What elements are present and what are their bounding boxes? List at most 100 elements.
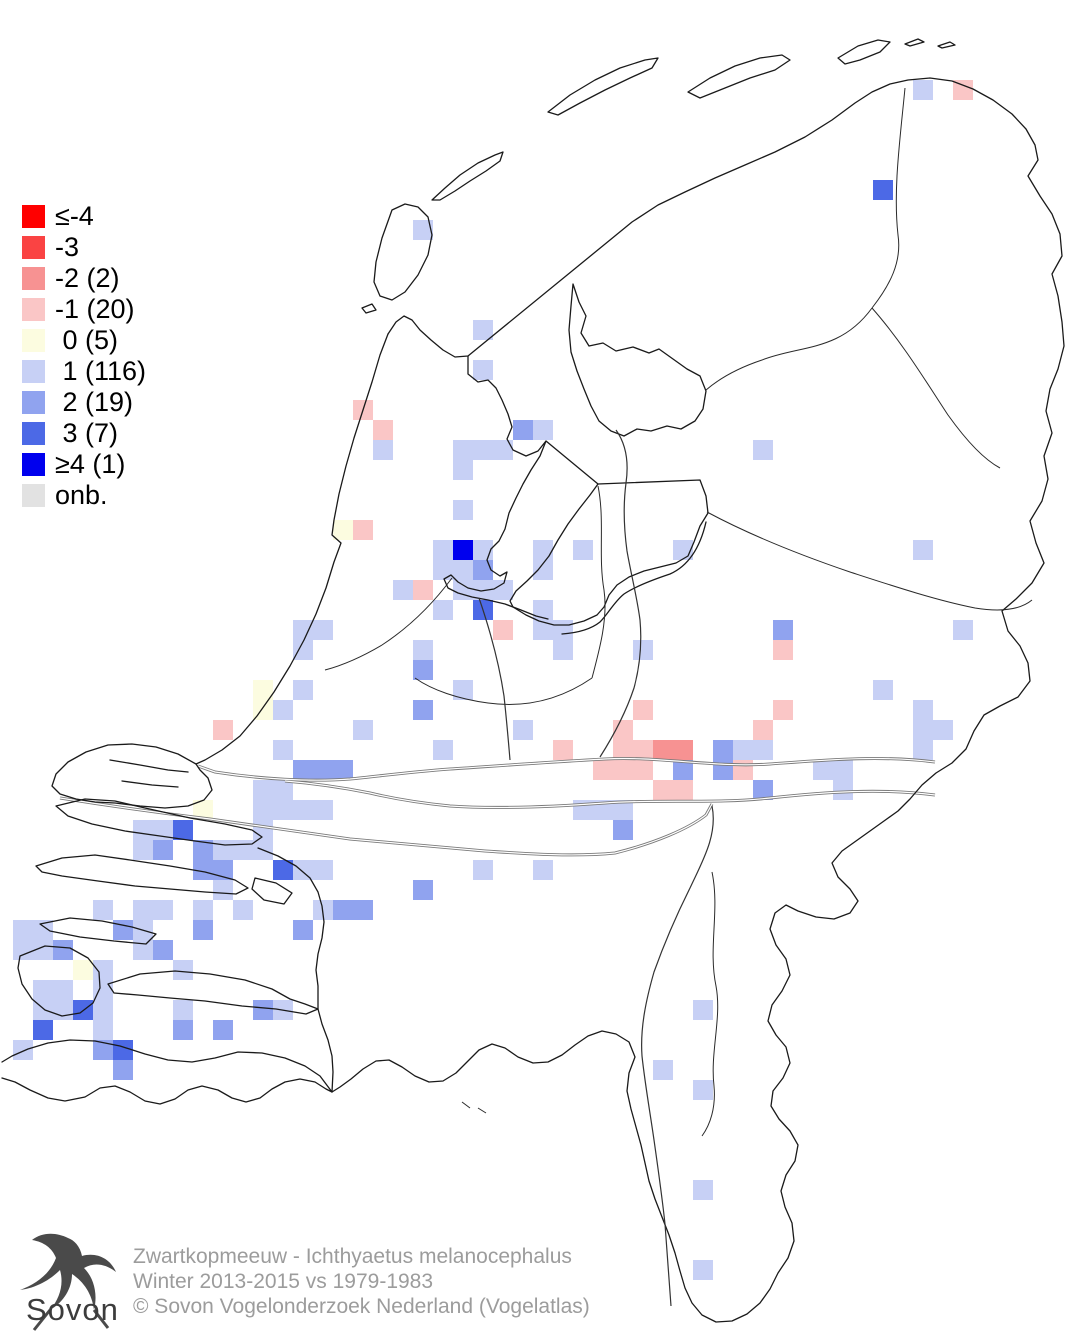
grid-cells-layer: [13, 80, 973, 1280]
grid-cell: [953, 620, 973, 640]
grid-cell: [933, 720, 953, 740]
grid-cell: [653, 1060, 673, 1080]
grid-cell: [153, 900, 173, 920]
legend-swatch: [22, 391, 45, 414]
legend-item: 1 (116): [22, 356, 146, 387]
outline-mainland: [331, 77, 1065, 1323]
grid-cell: [93, 900, 113, 920]
grid-cell: [273, 860, 293, 880]
grid-cell: [673, 780, 693, 800]
grid-cell: [553, 740, 573, 760]
grid-cell: [613, 800, 633, 820]
coastline-layer: [1, 38, 1065, 1323]
grid-cell: [133, 840, 153, 860]
canals-layer: [478, 429, 714, 1307]
grid-cell: [913, 540, 933, 560]
grid-cell: [433, 540, 453, 560]
grid-cell: [433, 560, 453, 580]
grid-cell: [193, 920, 213, 940]
grid-cell: [613, 820, 633, 840]
grid-cell: [213, 840, 233, 860]
legend-swatch: [22, 267, 45, 290]
grid-cell: [533, 560, 553, 580]
legend-item: ≥4 (1): [22, 449, 146, 480]
legend-label: ≥4 (1): [55, 449, 126, 479]
grid-cell: [253, 800, 273, 820]
grid-cell: [633, 700, 653, 720]
legend-swatch: [22, 329, 45, 352]
grid-cell: [473, 320, 493, 340]
grid-cell: [313, 620, 333, 640]
grid-cell: [433, 600, 453, 620]
legend-item: ≤-4: [22, 201, 146, 232]
grid-cell: [33, 920, 53, 940]
grid-cell: [93, 1000, 113, 1020]
grid-cell: [53, 980, 73, 1000]
grid-cell: [213, 720, 233, 740]
grid-cell: [513, 420, 533, 440]
grid-cell: [953, 80, 973, 100]
grid-cell: [453, 580, 473, 600]
outline-randmeren: [561, 521, 707, 635]
grid-cell: [453, 560, 473, 580]
grid-cell: [353, 900, 373, 920]
grid-cell: [473, 860, 493, 880]
grid-cell: [153, 840, 173, 860]
grid-cell: [693, 1000, 713, 1020]
outline-zeeland-islands: [17, 798, 319, 1017]
legend-label: 3 (7): [55, 418, 119, 448]
grid-cell: [693, 1180, 713, 1200]
grid-cell: [633, 640, 653, 660]
grid-cell: [513, 720, 533, 740]
grid-cell: [613, 740, 633, 760]
grid-cell: [13, 920, 33, 940]
grid-cell: [193, 900, 213, 920]
outline-west-coast: [195, 333, 389, 765]
legend-label: -2 (2): [55, 263, 120, 293]
grid-cell: [313, 800, 333, 820]
grid-cell: [393, 580, 413, 600]
legend-swatch: [22, 298, 45, 321]
grid-cell: [93, 960, 113, 980]
grid-cell: [33, 1000, 53, 1020]
grid-cell: [673, 760, 693, 780]
legend-swatch: [22, 205, 45, 228]
grid-cell: [193, 840, 213, 860]
grid-cell: [313, 860, 333, 880]
province-borders-layer: [324, 87, 1033, 1137]
grid-cell: [413, 640, 433, 660]
grid-cell: [133, 940, 153, 960]
grid-cell: [153, 940, 173, 960]
grid-cell: [633, 740, 653, 760]
brand-text: Sovon: [26, 1292, 119, 1327]
grid-cell: [293, 760, 313, 780]
grid-cell: [753, 720, 773, 740]
grid-cell: [693, 1260, 713, 1280]
grid-cell: [273, 700, 293, 720]
grid-cell: [493, 440, 513, 460]
grid-cell: [53, 1000, 73, 1020]
caption: Zwartkopmeeuw - Ichthyaetus melanocephal…: [133, 1244, 590, 1319]
grid-cell: [473, 560, 493, 580]
grid-cell: [333, 900, 353, 920]
grid-cell: [13, 1040, 33, 1060]
grid-cell: [673, 740, 693, 760]
grid-cell: [173, 1000, 193, 1020]
grid-cell: [353, 720, 373, 740]
legend-label: 0 (5): [55, 325, 119, 355]
grid-cell: [473, 360, 493, 380]
legend-item: onb.: [22, 480, 146, 511]
outline-zeeuws-vlaanderen: [1, 1039, 333, 1105]
grid-cell: [373, 420, 393, 440]
grid-cell: [773, 640, 793, 660]
grid-cell: [553, 620, 573, 640]
legend-item: -3: [22, 232, 146, 263]
rivers-layer: [59, 757, 936, 857]
grid-cell: [453, 440, 473, 460]
grid-cell: [293, 800, 313, 820]
grid-cell: [873, 680, 893, 700]
grid-cell: [633, 760, 653, 780]
grid-cell: [213, 880, 233, 900]
grid-cell: [13, 940, 33, 960]
swallow-tail: [32, 1309, 110, 1331]
